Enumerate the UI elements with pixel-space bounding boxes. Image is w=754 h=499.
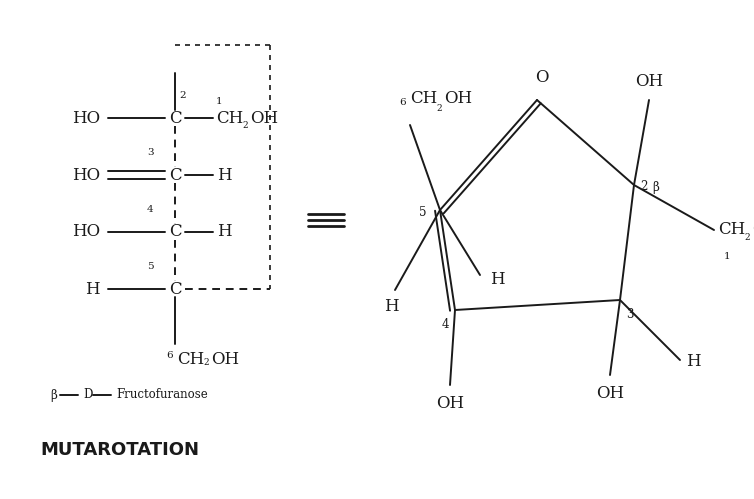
- Text: 6: 6: [167, 351, 173, 360]
- Text: 2: 2: [744, 233, 749, 242]
- Text: 1: 1: [724, 252, 731, 261]
- Text: H: H: [686, 353, 700, 370]
- Text: H: H: [490, 271, 504, 288]
- Text: 1: 1: [216, 97, 222, 106]
- Text: 5: 5: [147, 262, 154, 271]
- Text: HO: HO: [72, 224, 100, 241]
- Text: HO: HO: [72, 167, 100, 184]
- Text: OH: OH: [250, 109, 278, 127]
- Text: H: H: [217, 167, 231, 184]
- Text: 4: 4: [147, 205, 154, 214]
- Text: O: O: [535, 69, 549, 86]
- Text: H: H: [217, 224, 231, 241]
- Text: 3: 3: [147, 148, 154, 157]
- Text: 4: 4: [442, 318, 449, 331]
- Text: MUTAROTATION: MUTAROTATION: [41, 441, 200, 459]
- Text: OH: OH: [596, 385, 624, 402]
- Text: CH: CH: [216, 109, 244, 127]
- Text: OH: OH: [444, 90, 472, 107]
- Text: H: H: [85, 280, 100, 297]
- Text: C: C: [169, 280, 181, 297]
- Text: β: β: [652, 181, 659, 194]
- Text: CH: CH: [177, 351, 204, 368]
- Text: 5: 5: [418, 206, 426, 219]
- Text: 3: 3: [626, 308, 633, 321]
- Text: 2: 2: [179, 91, 185, 100]
- Text: β: β: [50, 389, 57, 402]
- Text: OH: OH: [211, 351, 239, 368]
- Text: D: D: [83, 389, 93, 402]
- Text: Fructofuranose: Fructofuranose: [116, 389, 208, 402]
- Text: HO: HO: [72, 109, 100, 127]
- Text: OH: OH: [635, 73, 663, 90]
- Text: CH: CH: [718, 222, 745, 239]
- Text: 2: 2: [640, 181, 648, 194]
- Text: C: C: [169, 109, 181, 127]
- Text: 2: 2: [242, 120, 247, 130]
- Text: H: H: [384, 298, 398, 315]
- Text: 6: 6: [400, 98, 406, 107]
- Text: C: C: [169, 167, 181, 184]
- Text: CH: CH: [410, 90, 437, 107]
- Text: C: C: [169, 224, 181, 241]
- Text: 2: 2: [436, 104, 442, 113]
- Text: OH: OH: [752, 222, 754, 239]
- Text: OH: OH: [436, 395, 464, 412]
- Text: 2: 2: [203, 358, 209, 367]
